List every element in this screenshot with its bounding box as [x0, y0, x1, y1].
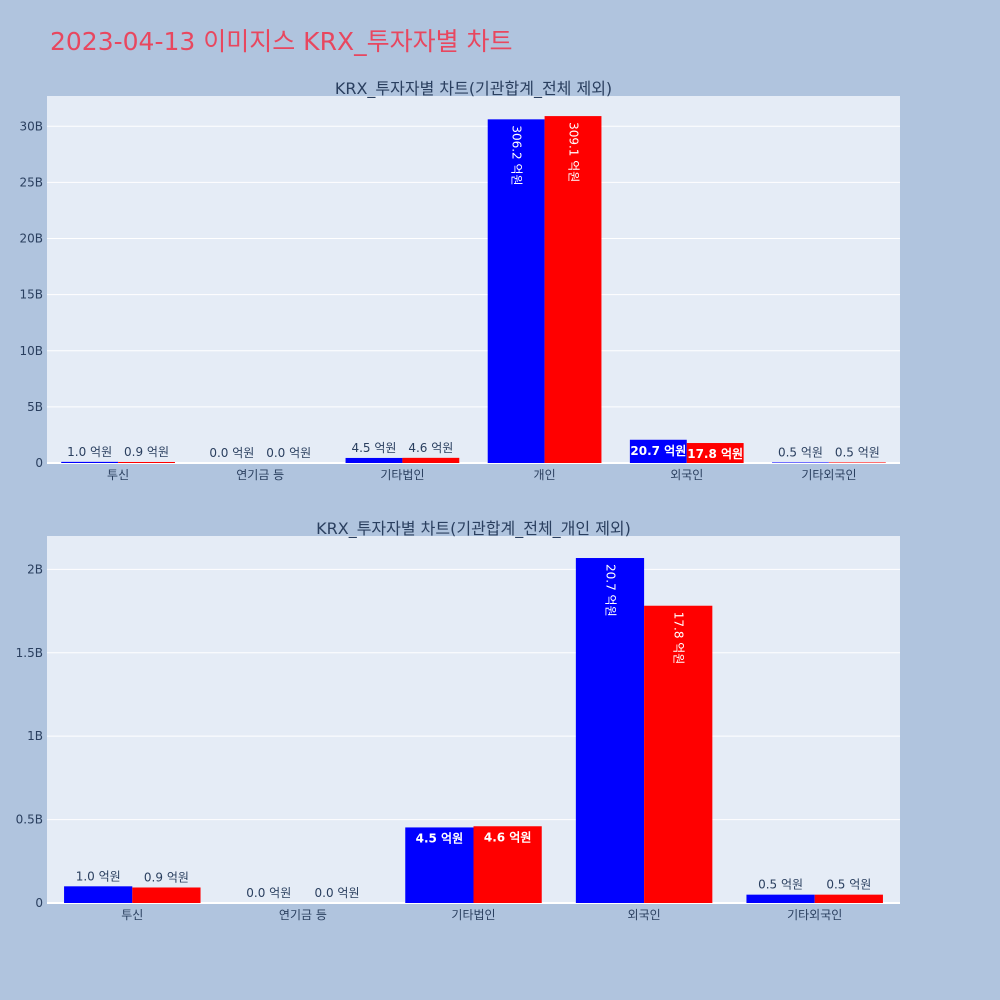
x-tick-label: 기타법인	[451, 908, 495, 922]
data-label: 0.5 억원	[835, 445, 880, 459]
data-label: 0.0 억원	[315, 886, 360, 900]
x-tick-label: 외국인	[628, 908, 661, 922]
chart-excluding-individuals: 0 0.5B 1B 1.5B 2B KRX_투자자별 차트(기관합계_전체_개인 제외) 투…	[16, 519, 900, 922]
bar	[118, 461, 175, 463]
data-label: 0.0 억원	[266, 446, 311, 460]
bar	[746, 894, 815, 903]
x-tick-label: 개인	[534, 468, 556, 482]
data-label: 0.9 억원	[124, 445, 169, 459]
x-tick-label: 연기금 등	[236, 468, 284, 482]
data-label: 4.6 억원	[408, 441, 453, 455]
y-tick-label: 2B	[27, 562, 43, 576]
y-tick-label: 0.5B	[16, 813, 43, 827]
data-label: 4.5 억원	[351, 441, 396, 455]
data-label: 0.9 억원	[144, 870, 189, 884]
data-label: 0.0 억원	[246, 886, 291, 900]
y-tick-label: 5B	[27, 400, 43, 414]
data-label: 17.8 억원	[687, 447, 743, 461]
chart-title: KRX_투자자별 차트(기관합계_전체 제외)	[335, 79, 612, 99]
data-label: 306.2 억원	[510, 125, 524, 185]
x-tick-label: 기타외국인	[801, 468, 856, 482]
bar	[64, 886, 133, 903]
x-tick-label: 기타외국인	[787, 908, 842, 922]
x-tick-label: 연기금 등	[279, 908, 327, 922]
data-label: 17.8 억원	[672, 612, 686, 665]
bar	[686, 443, 744, 463]
x-tick-label: 투신	[121, 908, 143, 922]
x-tick-label: 투신	[107, 468, 129, 482]
data-label: 4.6 억원	[484, 830, 532, 844]
bar	[132, 887, 201, 903]
data-label: 1.0 억원	[67, 445, 112, 459]
chart-title: KRX_투자자별 차트(기관합계_전체_개인 제외)	[316, 519, 631, 539]
bar	[473, 826, 542, 903]
bar	[772, 462, 829, 463]
bar	[487, 119, 545, 463]
data-label: 309.1 억원	[567, 122, 581, 182]
data-label: 20.7 억원	[603, 564, 617, 617]
bar	[345, 457, 403, 463]
y-tick-label: 1.5B	[16, 646, 43, 660]
y-tick-label: 15B	[19, 288, 43, 302]
bar	[402, 457, 460, 463]
data-label: 0.5 억원	[826, 878, 871, 892]
y-tick-label: 30B	[19, 119, 43, 133]
bar	[629, 439, 687, 463]
data-label: 0.5 억원	[758, 878, 803, 892]
bar	[544, 116, 602, 463]
y-tick-label: 0	[35, 456, 43, 470]
y-tick-label: 25B	[19, 175, 43, 189]
page-title: 2023-04-13 이미지스 KRX_투자자별 차트	[50, 27, 513, 56]
x-tick-label: 기타법인	[380, 468, 424, 482]
y-tick-label: 10B	[19, 344, 43, 358]
bar	[814, 894, 883, 903]
data-label: 0.5 억원	[778, 445, 823, 459]
y-tick-label: 0	[35, 896, 43, 910]
y-tick-label: 1B	[27, 729, 43, 743]
bar	[828, 462, 886, 463]
data-label: 1.0 억원	[76, 869, 121, 883]
data-label: 0.0 억원	[209, 446, 254, 460]
bar	[405, 827, 474, 903]
plot-area	[47, 96, 900, 463]
y-tick-label: 20B	[19, 232, 43, 246]
bar	[61, 461, 119, 463]
chart-all-investors: 0 5B 10B 15B 20B 25B 30B KRX_투자자별 차트(기관합계_전체 제외…	[19, 79, 900, 482]
data-label: 20.7 억원	[630, 444, 686, 458]
data-label: 4.5 억원	[416, 831, 464, 845]
bar	[575, 558, 645, 903]
bar	[644, 605, 713, 903]
x-tick-label: 외국인	[670, 468, 703, 482]
